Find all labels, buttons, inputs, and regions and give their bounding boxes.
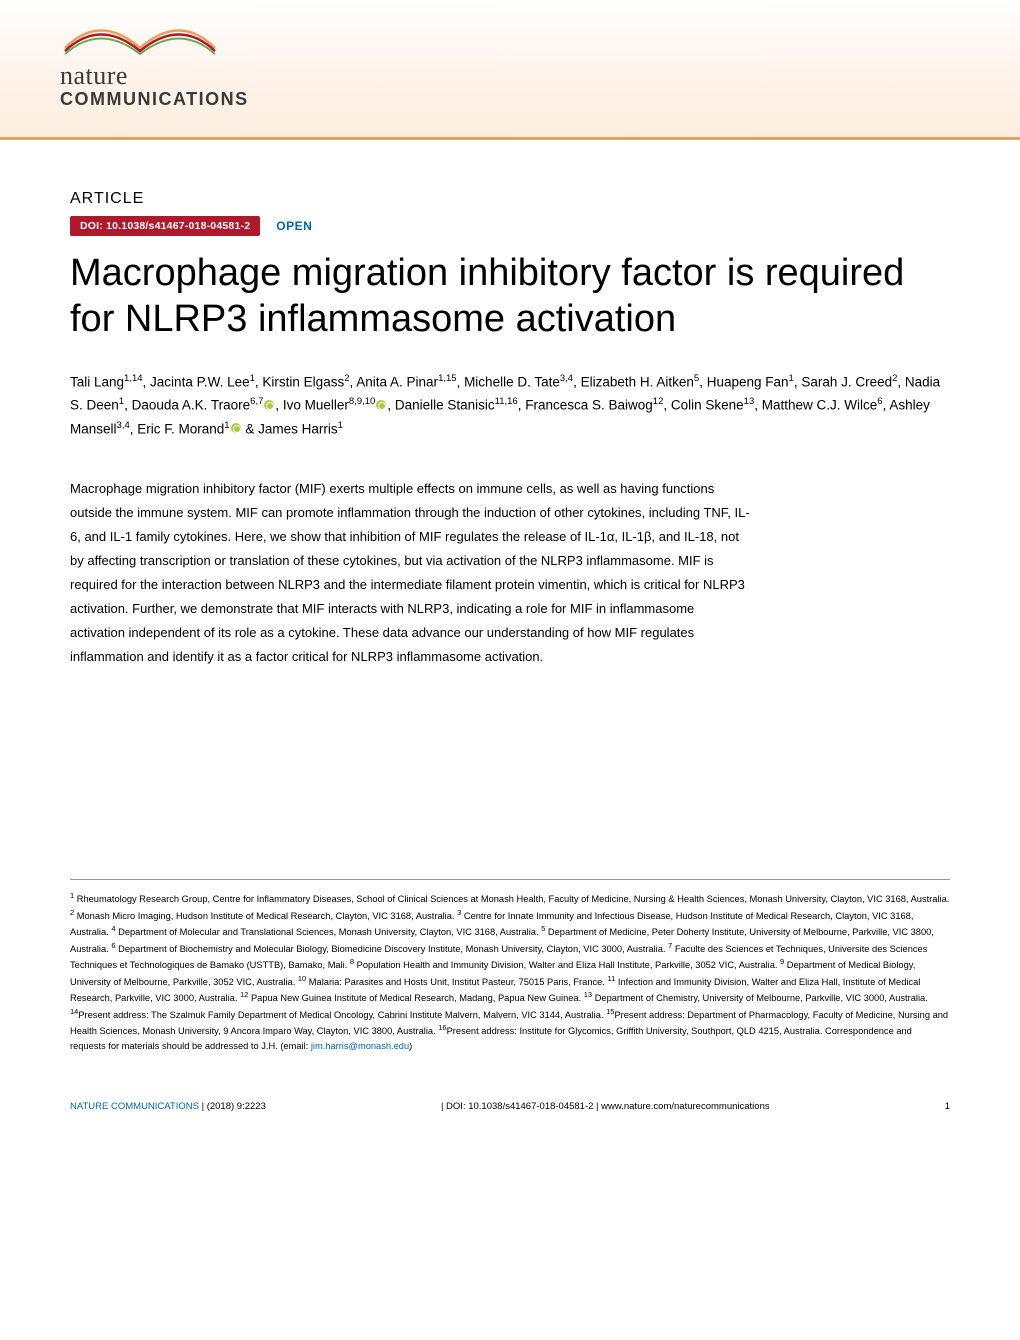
- logo-text-communications: COMMUNICATIONS: [60, 89, 249, 110]
- footer-journal: NATURE COMMUNICATIONS: [70, 1101, 199, 1112]
- page-footer: NATURE COMMUNICATIONS | (2018) 9:2223 | …: [0, 1083, 1020, 1136]
- abstract-text: Macrophage migration inhibitory factor (…: [70, 477, 750, 669]
- orcid-icon: [231, 423, 241, 433]
- article-title: Macrophage migration inhibitory factor i…: [70, 250, 950, 343]
- logo-swoosh-icon: [60, 18, 220, 58]
- orcid-icon: [264, 400, 274, 410]
- affiliations-block: 1 Rheumatology Research Group, Centre fo…: [70, 879, 950, 1053]
- open-access-badge: OPEN: [276, 219, 312, 233]
- footer-sep: |: [199, 1101, 207, 1112]
- section-label: ARTICLE: [70, 190, 950, 208]
- footer-doi-url: | DOI: 10.1038/s41467-018-04581-2 | www.…: [441, 1101, 770, 1112]
- article-body: ARTICLE DOI: 10.1038/s41467-018-04581-2 …: [0, 140, 1020, 1083]
- logo-text-nature: nature: [60, 61, 249, 91]
- doi-badge: DOI: 10.1038/s41467-018-04581-2: [70, 216, 260, 236]
- journal-logo: nature COMMUNICATIONS: [60, 18, 249, 110]
- footer-year-vol: (2018) 9:2223: [207, 1101, 266, 1112]
- author-list: Tali Lang1,14, Jacinta P.W. Lee1, Kirsti…: [70, 371, 950, 441]
- doi-row: DOI: 10.1038/s41467-018-04581-2 OPEN: [70, 216, 950, 236]
- journal-header: nature COMMUNICATIONS: [0, 0, 1020, 140]
- orcid-icon: [376, 400, 386, 410]
- footer-citation: NATURE COMMUNICATIONS | (2018) 9:2223: [70, 1101, 266, 1112]
- footer-page-number: 1: [945, 1101, 950, 1112]
